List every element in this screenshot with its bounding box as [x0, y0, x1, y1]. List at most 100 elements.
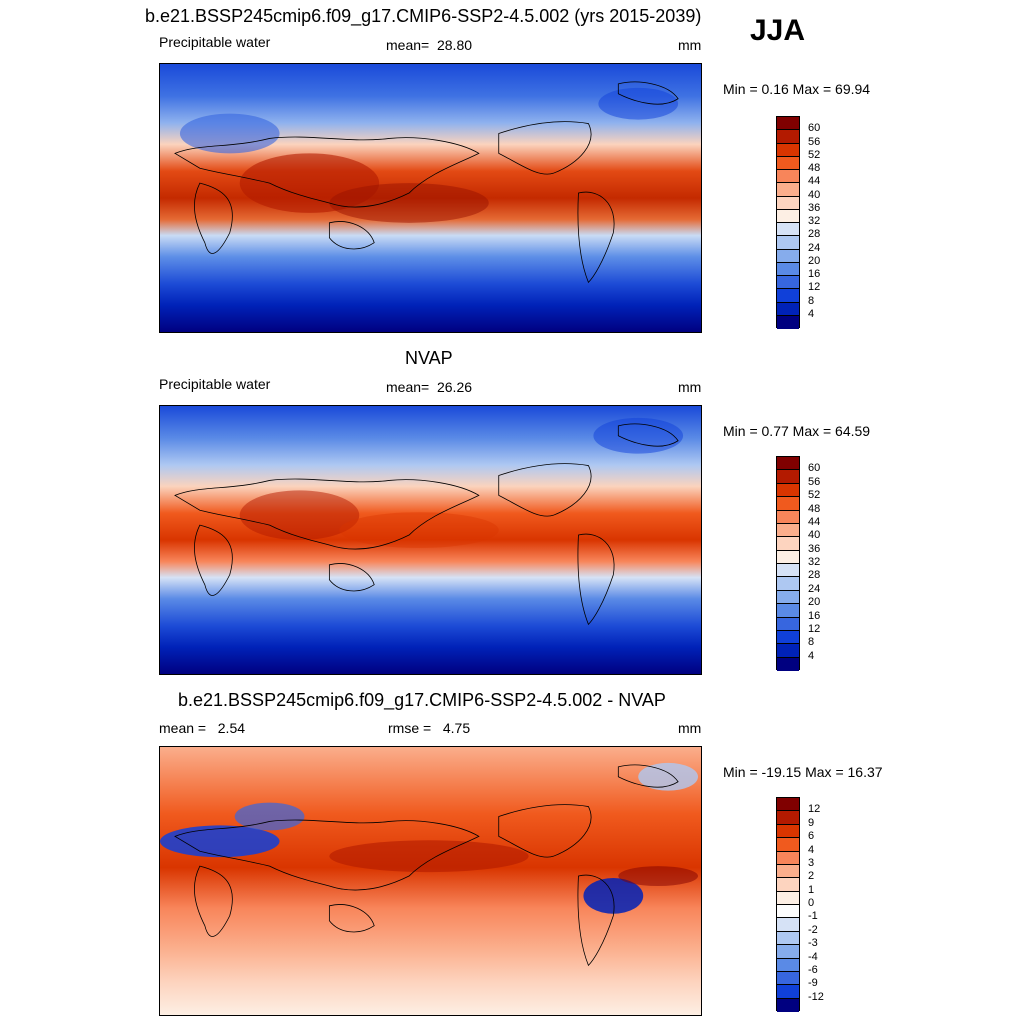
colorbar-tick-label: 48: [808, 162, 821, 174]
colorbar-tick-label: -2: [808, 923, 818, 936]
colorbar-tick-label: 4: [808, 307, 815, 320]
panel-1-mean: mean= 28.80: [386, 37, 473, 53]
colorbar-box: [777, 236, 799, 250]
colorbar-tick-label: 40: [808, 529, 821, 542]
panel-1-units: mm: [678, 37, 702, 53]
colorbar-tick-label: 12: [808, 281, 821, 294]
panel-2-colorbar: [776, 456, 800, 671]
colorbar-box: [777, 209, 799, 223]
colorbar-box: [777, 851, 799, 865]
colorbar-box: [777, 564, 799, 578]
colorbar-tick-label: 3: [808, 856, 815, 869]
colorbar-tick-label: 32: [808, 556, 821, 568]
colorbar-box: [777, 483, 799, 498]
colorbar-box: [777, 457, 799, 471]
colorbar-box: [777, 196, 799, 210]
colorbar-box: [777, 604, 799, 618]
colorbar-box: [777, 183, 799, 197]
colorbar-tick-label: 56: [808, 135, 821, 148]
colorbar-box: [777, 798, 799, 812]
colorbar-box: [777, 918, 799, 932]
panel-3-minmax: Min = -19.15 Max = 16.37: [723, 764, 883, 780]
colorbar-tick-label: 52: [808, 489, 821, 502]
colorbar-tick-label: 32: [808, 215, 821, 227]
panel-3-title: b.e21.BSSP245cmip6.f09_g17.CMIP6-SSP2-4.…: [178, 690, 666, 710]
colorbar-tick-label: 8: [808, 636, 815, 649]
colorbar-box: [777, 223, 799, 237]
colorbar-box: [777, 130, 799, 144]
colorbar-tick-label: -1: [808, 910, 818, 923]
colorbar-box: [777, 617, 799, 631]
panel-1-colorbar: [776, 116, 800, 329]
panel-1-minmax: Min = 0.16 Max = 69.94: [723, 81, 871, 97]
colorbar-box: [777, 577, 799, 591]
panel-1-variable: Precipitable water: [159, 34, 271, 50]
colorbar-tick-label: 28: [808, 569, 821, 582]
colorbar-tick-label: 20: [808, 254, 821, 267]
colorbar-tick-label: 36: [808, 542, 821, 555]
panel-1-title: b.e21.BSSP245cmip6.f09_g17.CMIP6-SSP2-4.…: [145, 6, 702, 26]
season-label: JJA: [750, 14, 806, 47]
panel-3-units: mm: [678, 720, 702, 736]
colorbar-box: [777, 891, 799, 905]
colorbar-tick-label: 48: [808, 502, 821, 515]
colorbar-box: [777, 630, 799, 645]
colorbar-box: [777, 550, 799, 564]
colorbar-box: [777, 276, 799, 290]
colorbar-tick-label: 9: [808, 816, 815, 829]
colorbar-box: [777, 864, 799, 879]
panel-1-map-field: [160, 64, 701, 332]
colorbar-box: [777, 523, 799, 538]
colorbar-box: [777, 249, 799, 263]
colorbar-box: [777, 497, 799, 511]
colorbar-tick-label: 44: [808, 515, 821, 528]
colorbar-box: [777, 156, 799, 170]
colorbar-tick-label: -6: [808, 963, 818, 976]
panel-2-units: mm: [678, 379, 702, 395]
colorbar-box: [777, 811, 799, 825]
colorbar-tick-label: 12: [808, 803, 821, 816]
colorbar-tick-label: 20: [808, 596, 821, 609]
colorbar-tick-label: 28: [808, 228, 821, 241]
colorbar-box: [777, 878, 799, 892]
colorbar-box: [777, 985, 799, 999]
colorbar-box: [777, 510, 799, 524]
colorbar-box: [777, 905, 799, 919]
colorbar-tick-label: 1: [808, 883, 815, 896]
colorbar-box: [777, 470, 799, 484]
colorbar-tick-label: -12: [808, 990, 824, 1003]
panel-3-rmse: rmse = 4.75: [388, 720, 471, 736]
colorbar-box: [777, 537, 799, 551]
colorbar-tick-label: 60: [808, 462, 821, 475]
colorbar-box: [777, 315, 799, 329]
colorbar-tick-label: -4: [808, 950, 818, 963]
colorbar-tick-label: 12: [808, 622, 821, 635]
colorbar-box: [777, 958, 799, 972]
colorbar-tick-label: 4: [808, 843, 815, 856]
colorbar-tick-label: 24: [808, 241, 821, 254]
colorbar-box: [777, 644, 799, 658]
colorbar-box: [777, 143, 799, 157]
colorbar-box: [777, 838, 799, 852]
colorbar-tick-label: 44: [808, 175, 821, 188]
colorbar-tick-label: 40: [808, 188, 821, 201]
panel-2-variable: Precipitable water: [159, 376, 271, 392]
colorbar-box: [777, 262, 799, 276]
colorbar-tick-label: 0: [808, 897, 815, 909]
colorbar-box: [777, 998, 799, 1012]
panel-2-title: NVAP: [405, 348, 453, 368]
colorbar-tick-label: 36: [808, 201, 821, 214]
panel-1-map: [159, 63, 702, 333]
panel-2-minmax: Min = 0.77 Max = 64.59: [723, 423, 871, 439]
colorbar-tick-label: 16: [808, 268, 821, 280]
colorbar-tick-label: 6: [808, 830, 815, 843]
panel-3-mean: mean = 2.54: [159, 720, 246, 736]
colorbar-tick-label: -9: [808, 977, 818, 990]
colorbar-box: [777, 117, 799, 131]
colorbar-tick-label: 24: [808, 582, 821, 595]
colorbar-box: [777, 590, 799, 605]
panel-2-map-field: [160, 406, 701, 674]
colorbar-tick-label: 4: [808, 649, 815, 662]
colorbar-box: [777, 971, 799, 986]
panel-2-mean: mean= 26.26: [386, 379, 473, 395]
